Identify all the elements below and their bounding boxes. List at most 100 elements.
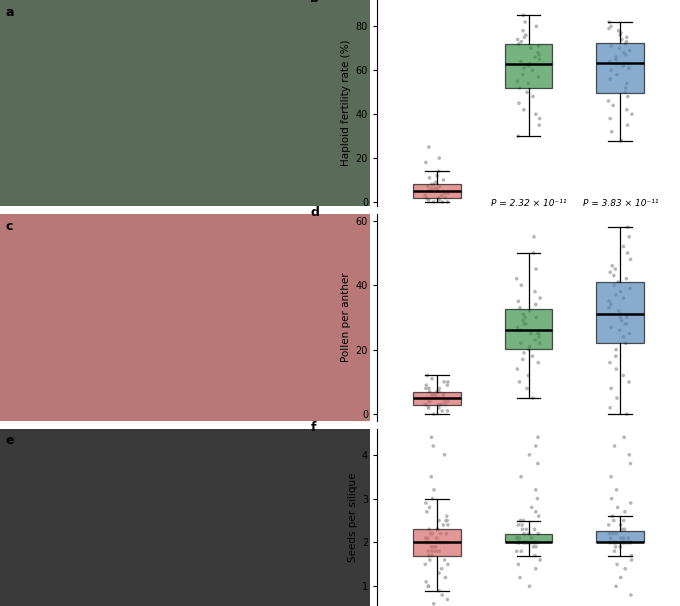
Point <box>424 538 435 547</box>
Point <box>420 538 431 547</box>
Point <box>517 355 528 364</box>
Point <box>522 87 532 97</box>
Point <box>605 533 616 543</box>
Point <box>423 195 434 205</box>
Point <box>433 167 444 176</box>
Point <box>524 450 535 460</box>
Point <box>615 30 626 40</box>
Point <box>426 179 437 189</box>
Point <box>620 319 631 328</box>
Point <box>534 338 545 348</box>
Point <box>420 533 431 543</box>
Point <box>604 17 615 27</box>
Point <box>621 538 632 547</box>
Point <box>613 26 624 36</box>
Point <box>624 538 635 547</box>
Point <box>522 538 532 547</box>
Point <box>426 390 437 400</box>
Point <box>617 538 628 547</box>
Point <box>609 281 619 290</box>
Point <box>611 364 622 374</box>
Point <box>439 188 450 198</box>
Point <box>533 511 544 521</box>
Point <box>424 502 435 512</box>
Point <box>531 313 542 322</box>
Point <box>605 114 615 124</box>
Point <box>517 316 528 325</box>
Point <box>518 310 529 319</box>
Point <box>534 50 545 60</box>
Point <box>603 96 614 106</box>
Point <box>439 377 449 387</box>
Text: WT: WT <box>429 432 445 442</box>
Point <box>626 590 636 600</box>
Point <box>626 109 637 119</box>
Point <box>604 24 615 33</box>
Point <box>622 538 633 547</box>
Text: WT: WT <box>429 218 445 228</box>
Point <box>424 186 435 196</box>
Point <box>428 197 439 207</box>
Point <box>421 538 432 547</box>
Text: Atjas-2: Atjas-2 <box>603 432 637 442</box>
Point <box>440 400 451 410</box>
Point <box>605 403 615 413</box>
Point <box>618 242 629 251</box>
Point <box>432 524 443 534</box>
Point <box>514 538 525 547</box>
Point <box>605 74 615 84</box>
Point <box>517 70 528 79</box>
Point <box>420 400 430 410</box>
Point <box>513 533 524 543</box>
Point <box>523 371 534 381</box>
Point <box>530 441 541 451</box>
Point <box>514 538 525 547</box>
Point <box>532 433 543 442</box>
Point <box>620 538 631 547</box>
Point <box>442 197 453 207</box>
Point <box>430 184 441 194</box>
Point <box>611 70 622 79</box>
Point <box>524 538 535 547</box>
Point <box>515 472 526 482</box>
Point <box>619 507 630 517</box>
Y-axis label: Seeds per silique: Seeds per silique <box>347 473 358 562</box>
Point <box>618 293 629 303</box>
Point <box>612 538 623 547</box>
Point <box>437 197 447 207</box>
Point <box>512 76 523 86</box>
Point <box>624 232 634 242</box>
Point <box>611 485 622 494</box>
Point <box>524 345 534 355</box>
Text: a: a <box>5 6 14 19</box>
Point <box>604 538 615 547</box>
Point <box>616 316 627 325</box>
Point <box>423 195 434 205</box>
Point <box>607 529 618 539</box>
Point <box>612 502 623 512</box>
Point <box>528 538 539 547</box>
Point <box>432 538 443 547</box>
Point <box>436 538 447 547</box>
Point <box>422 371 432 381</box>
Text: P = 3.83 × 10⁻¹¹: P = 3.83 × 10⁻¹¹ <box>583 199 658 208</box>
Point <box>519 348 530 358</box>
Point <box>532 48 543 58</box>
Point <box>423 581 434 591</box>
Point <box>428 542 439 551</box>
Point <box>623 533 634 543</box>
Point <box>518 516 529 525</box>
Point <box>529 538 540 547</box>
Point <box>530 542 541 551</box>
Text: Atjas-2: Atjas-2 <box>603 218 637 228</box>
Point <box>426 184 437 194</box>
Point <box>433 538 444 547</box>
Point <box>515 573 526 582</box>
Point <box>420 158 431 167</box>
Point <box>421 381 432 390</box>
Point <box>609 538 619 547</box>
Point <box>519 529 530 539</box>
Point <box>428 179 439 189</box>
Point <box>530 287 541 296</box>
Point <box>626 538 637 547</box>
